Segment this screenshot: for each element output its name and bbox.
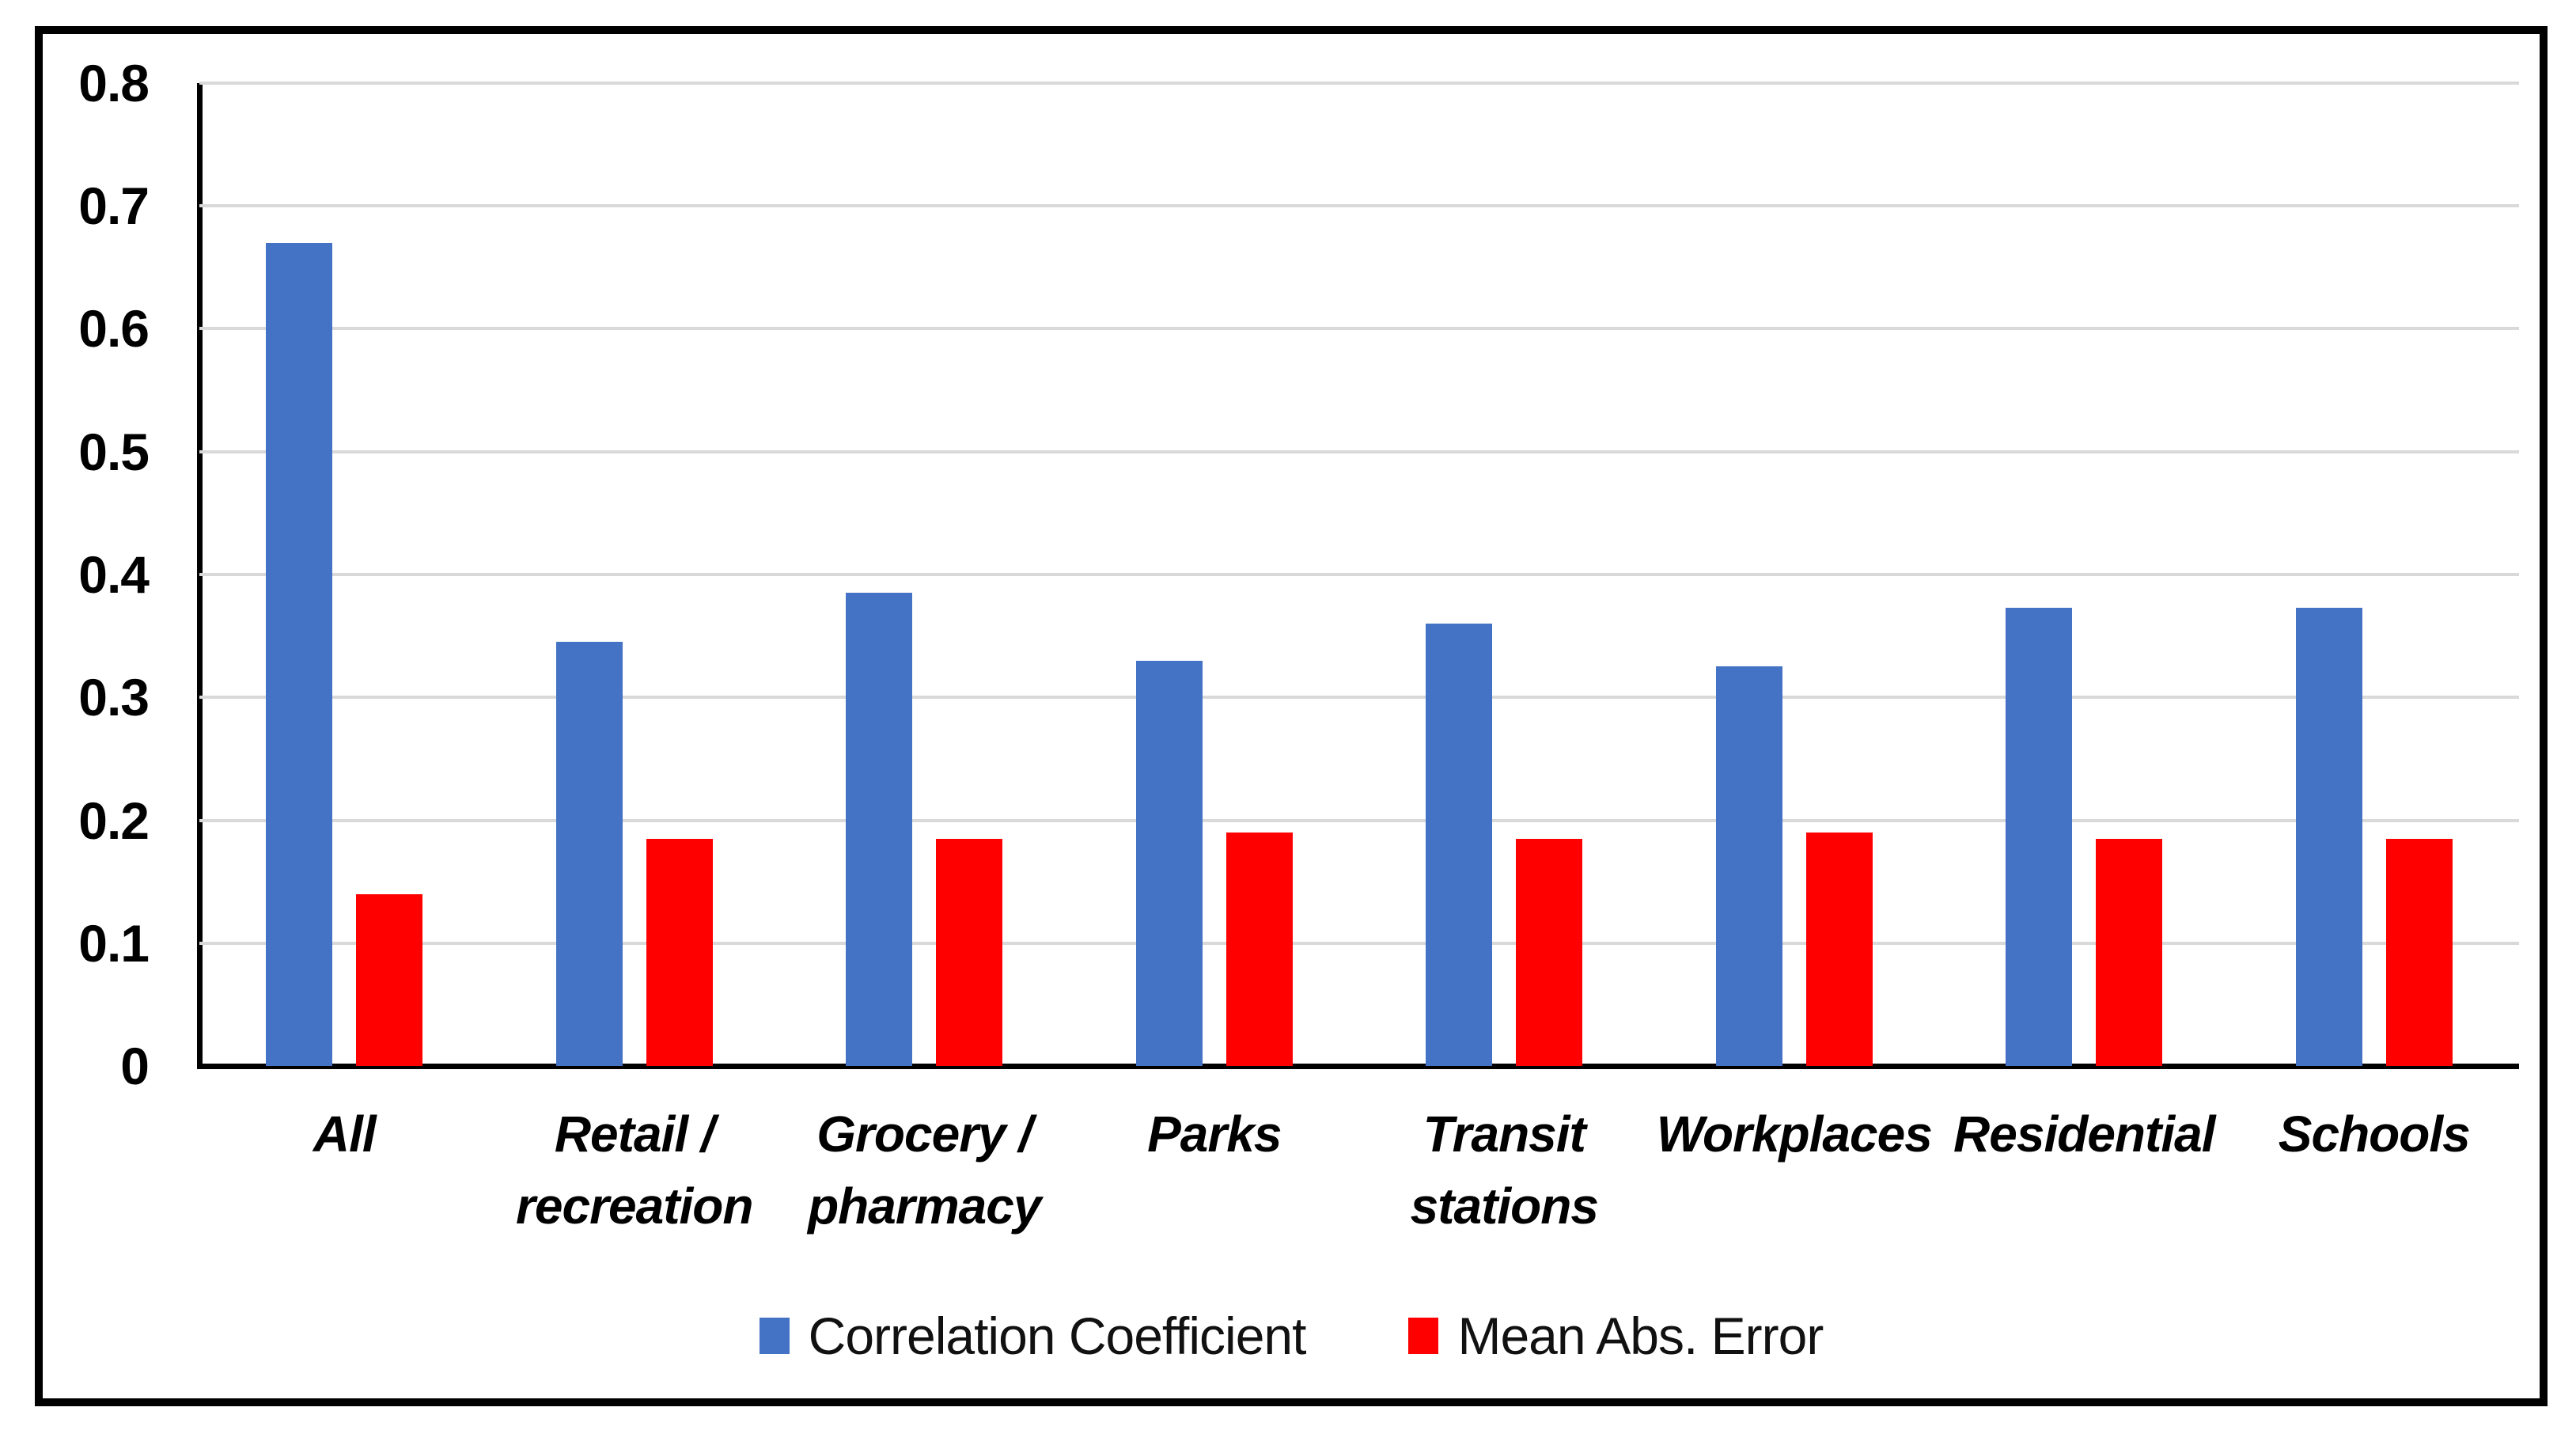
legend-label: Mean Abs. Error [1457, 1307, 1824, 1365]
bar-group-transit-stations [1359, 83, 1650, 1066]
bars-container [199, 83, 2519, 1066]
bar-correlation-coefficient [2295, 608, 2362, 1066]
bar-correlation-coefficient [1135, 661, 1203, 1066]
chart-border-frame [35, 26, 2548, 1406]
bar-correlation-coefficient [555, 642, 623, 1066]
y-tick-label: 0.7 [78, 176, 150, 235]
y-tick-label: 0.1 [78, 914, 150, 973]
y-tick-label: 0.2 [78, 791, 150, 850]
legend-swatch-mean-abs-error [1408, 1318, 1439, 1354]
gridline [199, 450, 2519, 453]
bar-mean-abs-error [1805, 833, 1873, 1066]
y-tick-label: 0.4 [78, 545, 150, 604]
y-tick-label: 0.5 [78, 423, 150, 481]
y-tick-label: 0.6 [78, 299, 150, 358]
bar-mean-abs-error [1225, 833, 1293, 1066]
category-label-schools: Schools [2278, 1106, 2471, 1163]
gridline [199, 204, 2519, 207]
bar-mean-abs-error [356, 894, 423, 1066]
bar-group-workplaces [1650, 83, 1940, 1066]
bar-group-grocery-pharmacy [779, 83, 1070, 1066]
y-tick-label: 0.8 [78, 54, 150, 112]
gridline [199, 573, 2519, 576]
category-label-transit-stations: Transit stations [1410, 1106, 1599, 1235]
legend-item-correlation-coefficient: Correlation Coefficient [759, 1306, 1307, 1366]
bar-correlation-coefficient [846, 593, 913, 1066]
bar-correlation-coefficient [1426, 624, 1493, 1066]
bar-group-retail-recreation [490, 83, 780, 1066]
bar-group-all [199, 83, 490, 1066]
bar-correlation-coefficient [2006, 608, 2073, 1066]
legend-label: Correlation Coefficient [808, 1307, 1307, 1365]
category-label-parks: Parks [1147, 1106, 1282, 1163]
x-axis-line [197, 1064, 2519, 1069]
legend: Correlation Coefficient Mean Abs. Error [35, 1306, 2548, 1366]
gridline [199, 819, 2519, 822]
bar-mean-abs-error [646, 839, 713, 1066]
bar-correlation-coefficient [1715, 666, 1782, 1066]
legend-swatch-correlation-coefficient [759, 1318, 790, 1354]
bar-mean-abs-error [2385, 839, 2453, 1066]
category-label-residential: Residential [1953, 1106, 2215, 1163]
gridline [199, 942, 2519, 945]
legend-item-mean-abs-error: Mean Abs. Error [1408, 1306, 1824, 1366]
bar-group-schools [2229, 83, 2520, 1066]
bar-mean-abs-error [2096, 839, 2163, 1066]
y-tick-label: 0.3 [78, 668, 150, 726]
category-label-retail-recreation: Retail / recreation [516, 1106, 753, 1235]
plot-area [199, 82, 2519, 1066]
gridline [199, 327, 2519, 330]
bar-mean-abs-error [1516, 839, 1583, 1066]
y-axis-line [197, 83, 203, 1069]
bar-group-residential [1939, 83, 2229, 1066]
category-label-grocery-pharmacy: Grocery / pharmacy [808, 1106, 1041, 1235]
category-label-workplaces: Workplaces [1656, 1106, 1933, 1163]
gridline [199, 82, 2519, 85]
bar-group-parks [1070, 83, 1360, 1066]
x-axis-category-labels: All Retail / recreation Grocery / pharmacy… [199, 1098, 2519, 1242]
bar-correlation-coefficient [266, 243, 333, 1066]
category-label-all: All [313, 1106, 377, 1163]
bar-mean-abs-error [936, 839, 1003, 1066]
y-tick-label: 0 [120, 1037, 150, 1095]
gridline [199, 696, 2519, 699]
